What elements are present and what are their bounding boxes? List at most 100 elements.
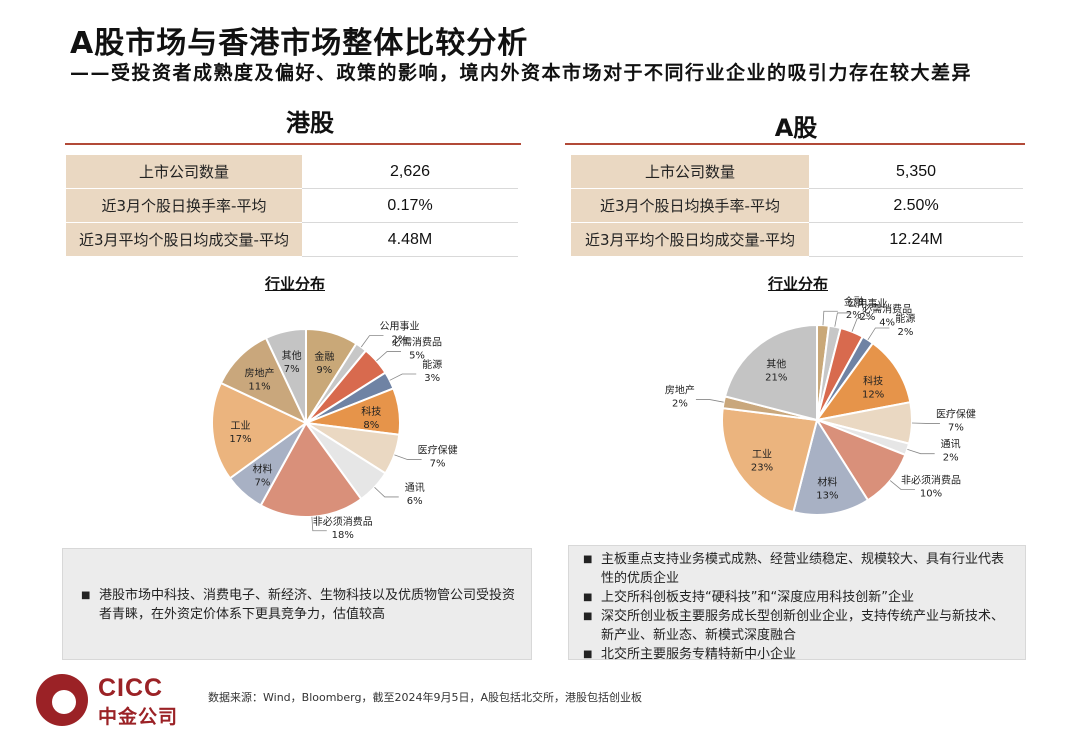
a-leader-line-0 (822, 310, 838, 326)
a-stat-label: 近3月平均个股日均成交量-平均 (571, 222, 809, 257)
a-stat-value: 12.24M (809, 222, 1023, 257)
a-value-label-10: 2% (672, 399, 688, 410)
a-stat-value: 2.50% (809, 188, 1023, 223)
hk-value-label-7: 18% (332, 530, 354, 541)
a-category-label-5: 医疗保健 (936, 407, 976, 420)
a-leader-line-6 (907, 448, 935, 455)
a-chart-title: 行业分布 (767, 275, 828, 293)
a-category-label-3: 能源 (895, 312, 915, 325)
table-row: 近3月平均个股日均成交量-平均 12.24M (571, 222, 1023, 257)
hk-chart-title: 行业分布 (264, 275, 325, 293)
list-item: ■ 港股市场中科技、消费电子、新经济、生物科技以及优质物管公司受投资者青睐，在外资… (73, 586, 517, 624)
bullet-icon: ■ (583, 554, 593, 565)
note-text: 主板重点支持业务模式成熟、经营业绩稳定、规模较大、具有行业代表性的优质企业 (601, 552, 1005, 586)
hk-value-label-9: 17% (229, 434, 251, 445)
a-value-label-4: 12% (862, 389, 884, 400)
a-value-label-2: 4% (879, 318, 895, 329)
a-value-label-8: 13% (816, 491, 838, 502)
hk-value-label-3: 3% (424, 373, 440, 384)
hk-value-label-8: 7% (255, 477, 271, 488)
hk-stat-value: 0.17% (302, 188, 518, 223)
a-stat-value: 5,350 (809, 155, 1023, 189)
hk-category-label-3: 能源 (422, 358, 442, 371)
hk-category-label-8: 材料 (252, 462, 272, 475)
hk-stat-label: 上市公司数量 (66, 155, 302, 189)
hk-value-label-4: 8% (363, 420, 379, 431)
note-text: 北交所主要服务专精特新中小企业 (601, 647, 797, 662)
hk-value-label-5: 7% (430, 459, 446, 470)
a-leader-line-3 (867, 327, 890, 341)
hk-leader-line-6 (374, 487, 399, 498)
page-title: A股市场与香港市场整体比较分析 (70, 26, 529, 61)
a-category-label-11: 其他 (766, 357, 786, 370)
table-row: 近3月个股日均换手率-平均 2.50% (571, 188, 1023, 223)
hk-stat-label: 近3月个股日换手率-平均 (66, 188, 302, 223)
note-text: 港股市场中科技、消费电子、新经济、生物科技以及优质物管公司受投资者青睐，在外资定… (99, 588, 516, 622)
a-divider (565, 143, 1025, 145)
hk-notes-box: ■ 港股市场中科技、消费电子、新经济、生物科技以及优质物管公司受投资者青睐，在外资… (62, 548, 532, 660)
hk-value-label-11: 7% (284, 364, 300, 375)
table-row: 近3月平均个股日均成交量-平均 4.48M (66, 222, 518, 257)
hk-slice-11 (264, 327, 307, 424)
a-value-label-11: 21% (765, 372, 787, 383)
hk-category-label-2: 必需消费品 (392, 336, 442, 349)
a-category-label-1: 公用事业 (847, 297, 887, 310)
hk-stats-table: 上市公司数量 2,626 近3月个股日换手率-平均 0.17% 近3月平均个股日… (66, 155, 518, 257)
hk-category-label-11: 其他 (282, 349, 302, 362)
hk-category-label-5: 医疗保健 (418, 444, 458, 457)
logo-text-cn: 中金公司 (98, 706, 179, 728)
a-category-label-9: 工业 (752, 448, 772, 460)
hk-category-label-4: 科技 (361, 405, 381, 418)
hk-slice-9 (211, 381, 308, 480)
a-slice-9 (721, 406, 819, 514)
note-text: 上交所科创板支持“硬科技”和“深度应用科技创新”企业 (601, 590, 914, 605)
hk-value-label-10: 11% (248, 381, 270, 392)
a-value-label-0: 2% (846, 310, 862, 321)
table-row: 上市公司数量 2,626 (66, 155, 518, 189)
bullet-icon: ■ (583, 592, 593, 603)
hk-slice-10 (219, 336, 309, 426)
a-category-label-2: 必需消费品 (862, 303, 912, 316)
hk-category-label-0: 金融 (314, 350, 334, 363)
a-value-label-9: 23% (751, 462, 773, 473)
logo-text-en: CICC (98, 674, 164, 702)
a-slice-4 (814, 341, 912, 422)
a-category-label-8: 材料 (817, 476, 837, 489)
logo-mark-icon (36, 674, 88, 726)
hk-category-label-9: 工业 (230, 420, 250, 432)
a-panel-title: A股 (774, 114, 818, 142)
a-value-label-3: 2% (897, 327, 913, 338)
cicc-logo: CICC 中金公司 (34, 672, 194, 728)
bullet-icon: ■ (583, 611, 593, 622)
page-subtitle: ——受投资者成熟度及偏好、政策的影响，境内外资本市场对于不同行业企业的吸引力存在… (70, 62, 973, 84)
hk-value-label-6: 6% (407, 496, 423, 507)
table-row: 近3月个股日换手率-平均 0.17% (66, 188, 518, 223)
list-item: ■ 深交所创业板主要服务成长型创新创业企业，支持传统产业与新技术、新产业、新业态、… (575, 607, 1013, 645)
a-value-label-7: 10% (920, 488, 942, 499)
hk-leader-line-1 (360, 335, 384, 348)
list-item: ■ 主板重点支持业务模式成熟、经营业绩稳定、规模较大、具有行业代表性的优质企业 (575, 550, 1013, 588)
a-slice-11 (723, 323, 818, 422)
a-category-label-0: 金融 (844, 295, 864, 308)
hk-stat-label: 近3月平均个股日均成交量-平均 (66, 222, 302, 257)
a-slice-8 (792, 417, 870, 516)
hk-stat-value: 2,626 (302, 155, 518, 189)
hk-panel-title: 港股 (286, 109, 334, 137)
hk-value-label-0: 9% (316, 365, 332, 376)
hk-pie-chart: 金融 9% 公用事业 2%必需消费品 5%能源 3% 科技 8% 医疗保健 7% 通讯 6% 非必须消费… (211, 320, 458, 541)
a-leader-line-1 (834, 312, 852, 327)
a-value-label-5: 7% (948, 422, 964, 433)
a-category-label-6: 通讯 (941, 439, 961, 451)
a-leader-line-2 (851, 318, 872, 332)
hk-stat-value: 4.48M (302, 222, 518, 257)
list-item: ■ 上交所科创板支持“硬科技”和“深度应用科技创新”企业 (575, 588, 1013, 607)
a-stat-label: 近3月个股日均换手率-平均 (571, 188, 809, 223)
a-stats-table: 上市公司数量 5,350 近3月个股日均换手率-平均 2.50% 近3月平均个股… (571, 155, 1023, 257)
hk-category-label-6: 通讯 (405, 482, 425, 494)
a-stat-label: 上市公司数量 (571, 155, 809, 189)
a-value-label-6: 2% (943, 453, 959, 464)
a-leader-line-10 (695, 399, 724, 403)
note-text: 深交所创业板主要服务成长型创新创业企业，支持传统产业与新技术、新产业、新业态、新… (601, 609, 1005, 643)
hk-leader-line-5 (394, 454, 422, 460)
